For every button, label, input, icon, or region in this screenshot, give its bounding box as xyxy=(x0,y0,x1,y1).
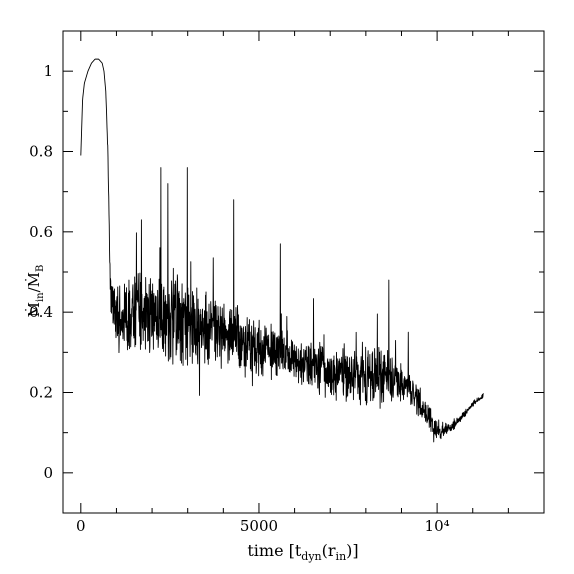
y-tick-label: 0.4 xyxy=(29,303,53,321)
x-tick-label: 10⁴ xyxy=(425,517,450,535)
axis-ticks xyxy=(63,30,545,514)
y-tick-label: 0 xyxy=(43,464,53,482)
y-tick-label: 0.8 xyxy=(29,143,53,161)
y-tick-label: 0.6 xyxy=(29,223,53,241)
y-tick-label: 0.2 xyxy=(29,384,53,402)
plot-frame xyxy=(62,30,545,514)
y-tick-label: 1 xyxy=(43,62,53,80)
y-axis-label-dot-2: · xyxy=(19,278,33,282)
series-line xyxy=(80,58,484,443)
x-axis-label: time [tdyn(rin)] xyxy=(247,541,358,563)
y-axis-label-dot-1: · xyxy=(19,308,33,312)
x-tick-label: 0 xyxy=(76,517,86,535)
y-axis-label: Min/MB · · xyxy=(19,265,46,318)
svg-text:Min/MB: Min/MB xyxy=(25,265,46,318)
tick-labels: 0 5000 10⁴ 0 0.2 0.4 0.6 0.8 1 xyxy=(29,62,450,535)
x-tick-label: 5000 xyxy=(240,517,278,535)
